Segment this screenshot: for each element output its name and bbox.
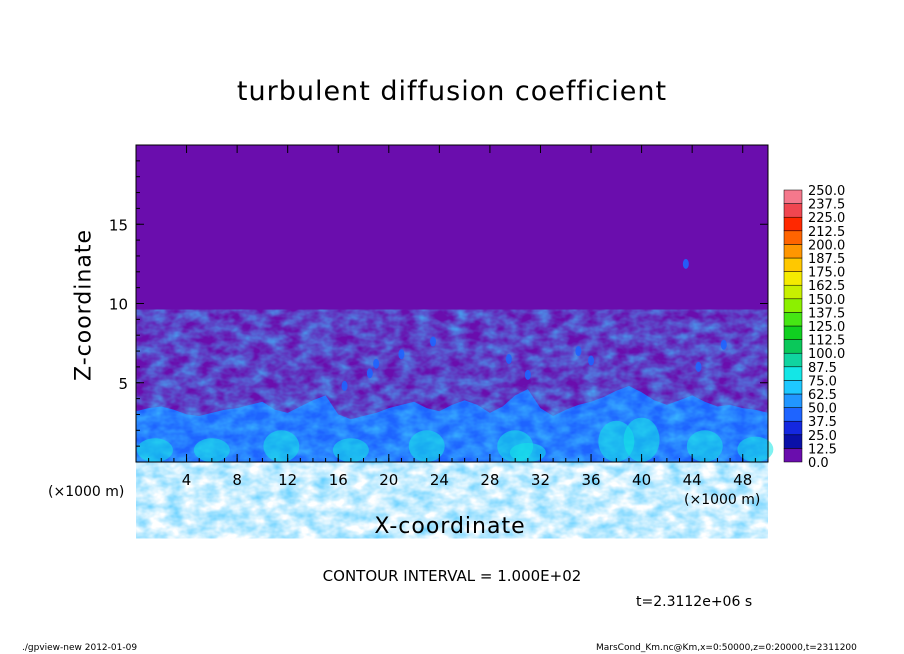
colorbar-label: 87.5 (808, 361, 837, 376)
y-tick-label: 10 (109, 296, 128, 314)
colorbar-swatch (783, 244, 803, 259)
x-unit-label-right: (×1000 m) (684, 492, 761, 508)
colorbar-label: 0.0 (808, 456, 829, 471)
colorbar-swatch (783, 298, 803, 313)
turbulence-core (332, 438, 369, 462)
turbulence-core (408, 430, 445, 462)
colorbar-label: 212.5 (808, 225, 845, 240)
turbulent-plume (720, 339, 727, 350)
x-tick-label: 4 (182, 471, 192, 489)
colorbar-label: 150.0 (808, 293, 845, 308)
colorbar-label: 62.5 (808, 388, 837, 403)
colorbar-swatch (783, 216, 803, 232)
turbulence-core (509, 442, 546, 462)
turbulent-plume (430, 336, 437, 347)
colorbar-label: 175.0 (808, 266, 845, 281)
y-tick-label: 15 (109, 216, 128, 234)
colorbar-swatch (783, 189, 803, 204)
colorbar-label: 50.0 (808, 402, 837, 417)
colorbar-swatch (783, 325, 803, 340)
colorbar-swatch (783, 448, 803, 463)
x-tick-label: 20 (379, 471, 398, 489)
footer-right: MarsCond_Km.nc@Km,x=0:50000,z=0:20000,t=… (596, 643, 857, 653)
colorbar-swatch (783, 393, 803, 408)
colorbar-swatch (783, 203, 803, 218)
turbulence-core (623, 417, 660, 462)
x-tick-label: 24 (430, 471, 449, 489)
colorbar-swatch (783, 407, 803, 422)
turbulent-plume (588, 355, 595, 366)
colorbar-swatch (783, 434, 803, 449)
colorbar-swatch (783, 420, 803, 436)
turbulent-plume (695, 361, 702, 372)
colorbar-label: 12.5 (808, 442, 837, 457)
y-tick-label: 5 (118, 375, 128, 393)
x-tick-label: 16 (329, 471, 348, 489)
colorbar: 0.012.525.037.550.062.575.087.5100.0112.… (783, 184, 845, 471)
turbulent-swirl-texture (136, 385, 768, 462)
turbulent-plume (341, 380, 348, 391)
turbulent-plume (398, 349, 405, 360)
turbulent-plume (366, 368, 373, 379)
x-tick-label: 40 (632, 471, 651, 489)
colorbar-swatch (783, 230, 803, 245)
colorbar-label: 100.0 (808, 347, 845, 362)
x-axis-label: X-coordinate (374, 514, 526, 539)
turbulent-plume (575, 346, 582, 357)
colorbar-label: 187.5 (808, 252, 845, 267)
colorbar-label: 25.0 (808, 429, 837, 444)
colorbar-swatch (783, 380, 803, 395)
turbulence-core (686, 430, 723, 462)
turbulence-core (136, 438, 173, 462)
colorbar-label: 162.5 (808, 279, 845, 294)
colorbar-swatch (783, 366, 803, 381)
colorbar-swatch (783, 257, 803, 272)
colorbar-label: 112.5 (808, 334, 845, 349)
colorbar-swatch (783, 352, 803, 368)
x-tick-label: 12 (278, 471, 297, 489)
x-tick-label: 8 (232, 471, 242, 489)
colorbar-label: 200.0 (808, 238, 845, 253)
contour-interval-note: CONTOUR INTERVAL = 1.000E+02 (322, 567, 582, 585)
time-label: t=2.3112e+06 s (636, 594, 753, 610)
colorbar-swatch (783, 312, 803, 327)
colorbar-swatch (783, 339, 803, 354)
x-tick-label: 44 (683, 471, 702, 489)
turbulent-plume (524, 369, 531, 380)
footer-left: ./gpview-new 2012-01-09 (22, 643, 138, 653)
colorbar-label: 250.0 (808, 184, 845, 199)
colorbar-swatch (783, 284, 803, 300)
colorbar-label: 237.5 (808, 198, 845, 213)
x-tick-label: 28 (480, 471, 499, 489)
colorbar-label: 137.5 (808, 306, 845, 321)
colorbar-label: 225.0 (808, 211, 845, 226)
colorbar-label: 37.5 (808, 415, 837, 430)
colorbar-swatch (783, 271, 803, 286)
x-tick-label: 36 (581, 471, 600, 489)
x-unit-label-left: (×1000 m) (48, 484, 125, 500)
turbulence-core (193, 438, 230, 462)
colorbar-label: 125.0 (808, 320, 845, 335)
chart-title: turbulent diffusion coefficient (236, 76, 668, 107)
turbulent-plume (682, 258, 689, 269)
x-tick-label: 48 (733, 471, 752, 489)
turbulence-core (737, 436, 774, 462)
turbulent-plume (505, 353, 512, 364)
y-axis-label: Z-coordinate (71, 229, 97, 381)
x-tick-label: 32 (531, 471, 550, 489)
turbulent-plume (373, 358, 380, 369)
colorbar-label: 75.0 (808, 374, 837, 389)
turbulence-core (263, 430, 300, 462)
